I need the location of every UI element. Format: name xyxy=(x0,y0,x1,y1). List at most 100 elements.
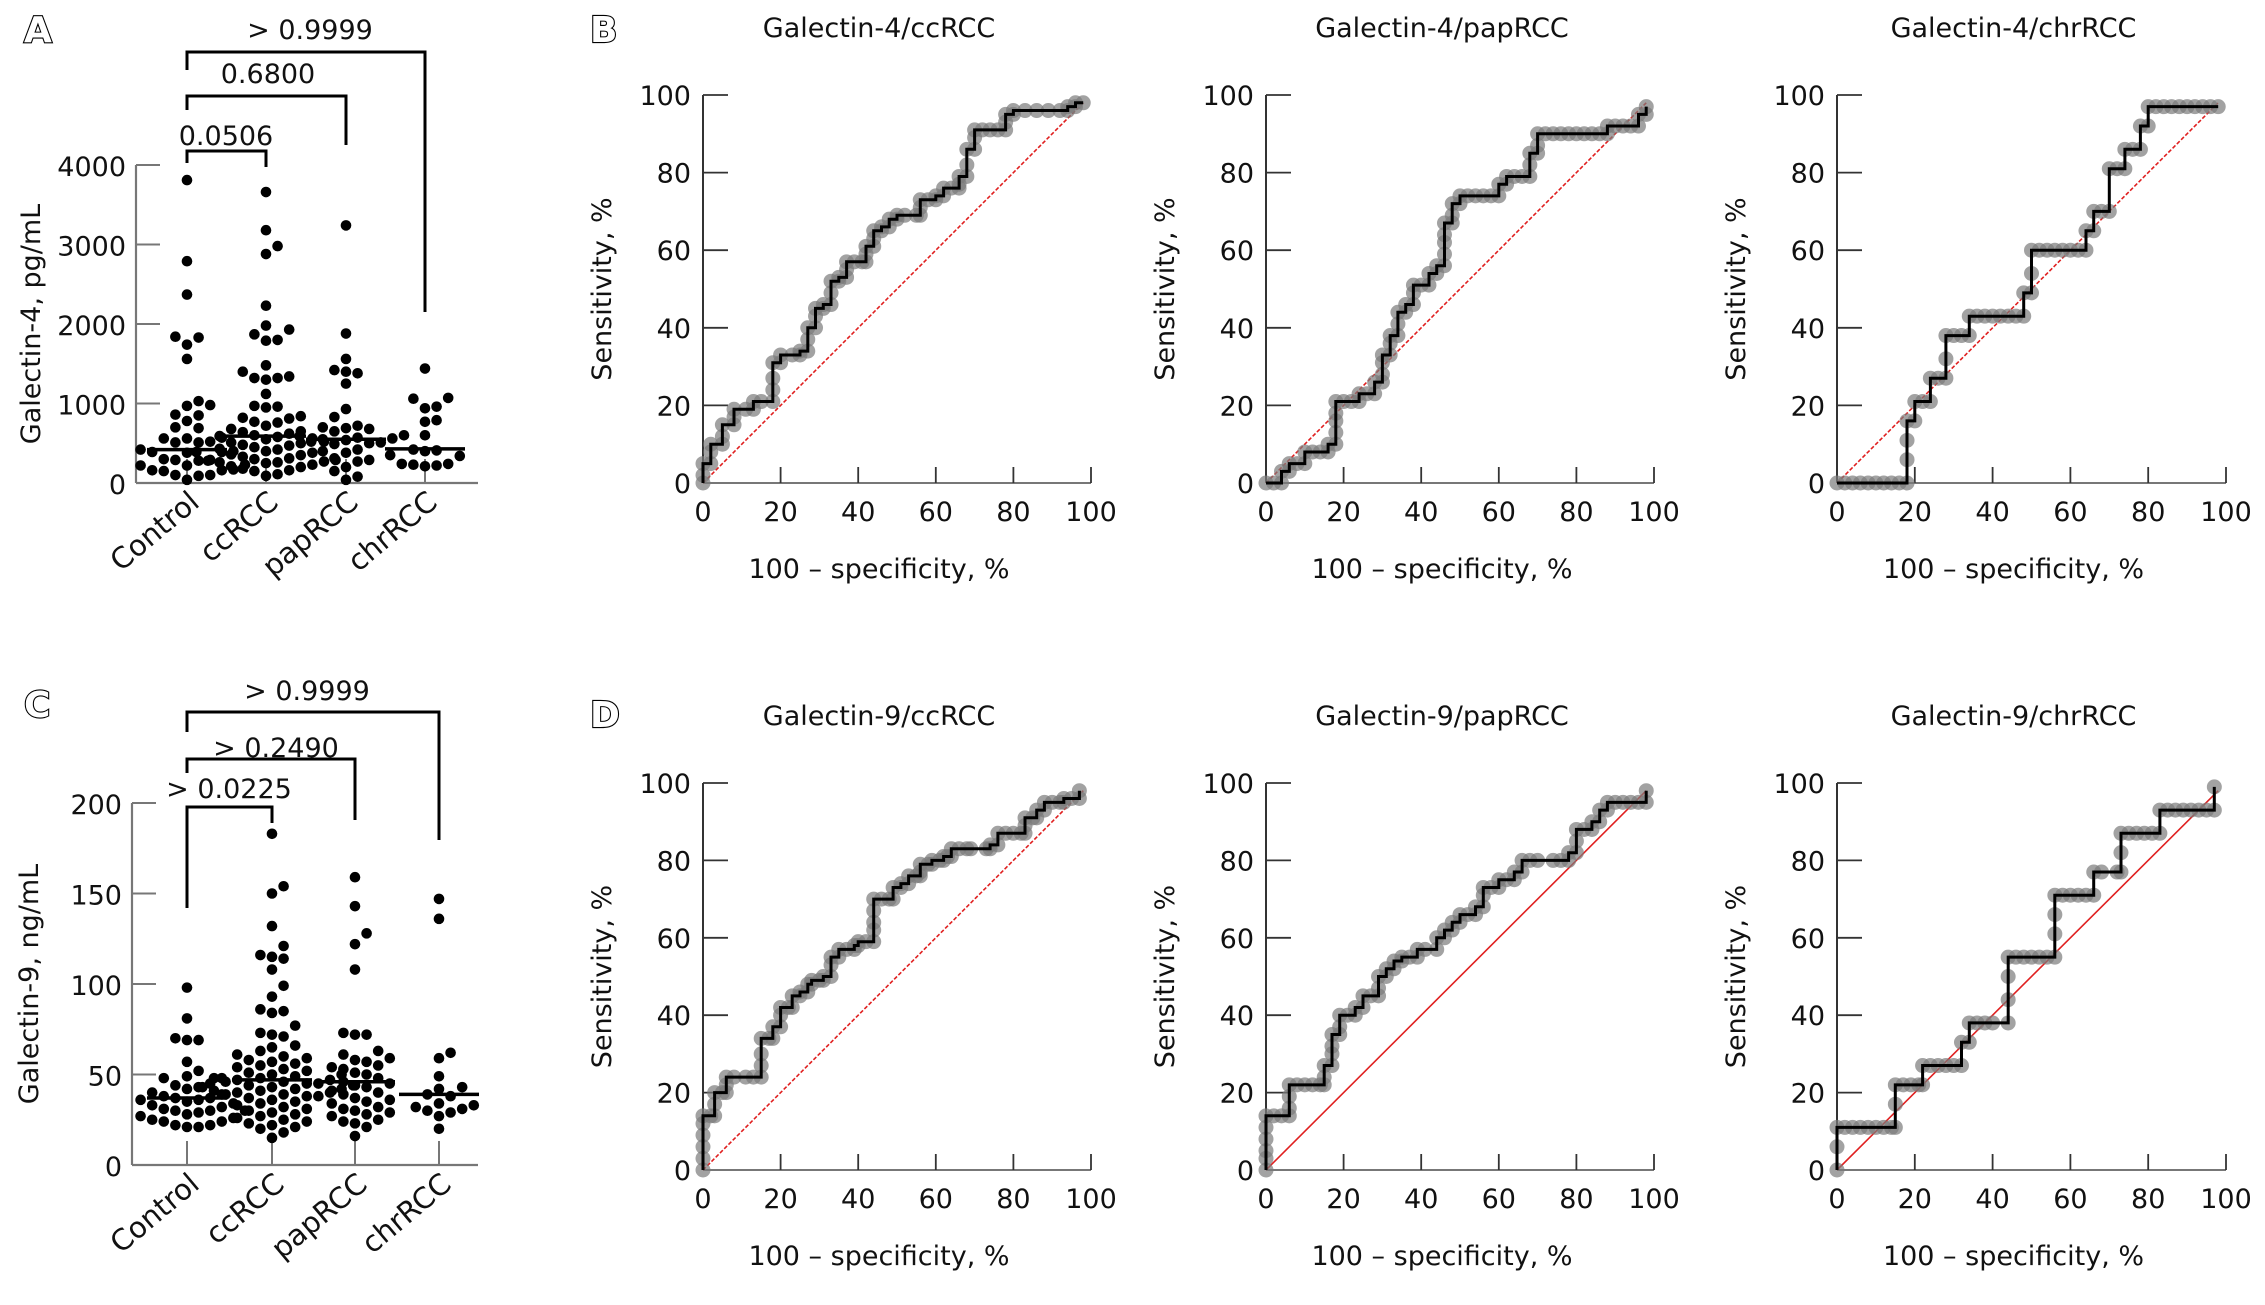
data-dot xyxy=(408,459,419,471)
data-dot xyxy=(456,1081,468,1093)
data-dot xyxy=(313,1090,324,1102)
data-dot xyxy=(181,1034,193,1046)
data-dot xyxy=(456,1103,468,1115)
data-dot xyxy=(307,459,318,471)
x-tick-label: 40 xyxy=(1975,1184,2009,1215)
x-tick-label: 20 xyxy=(1326,497,1360,528)
data-dot xyxy=(338,1027,349,1039)
data-dot xyxy=(326,1085,338,1097)
data-dot xyxy=(324,1074,336,1086)
data-dot xyxy=(283,413,295,424)
data-dot xyxy=(260,388,272,400)
data-dot xyxy=(266,1056,278,1068)
data-dot xyxy=(181,1013,193,1024)
y-tick-label: 0 xyxy=(109,470,126,501)
data-dot xyxy=(170,1105,181,1116)
data-dot xyxy=(266,828,278,840)
data-dot xyxy=(326,1110,338,1122)
data-dot xyxy=(181,1071,193,1082)
data-dot xyxy=(384,1107,396,1118)
data-dot xyxy=(317,445,329,457)
data-dot xyxy=(208,1072,220,1084)
x-tick-label: 60 xyxy=(919,1184,953,1215)
x-tick-label: 60 xyxy=(2053,497,2087,528)
data-dot xyxy=(260,335,272,346)
data-dot xyxy=(384,1094,396,1106)
data-dot xyxy=(202,455,214,467)
panel-letter-c: C xyxy=(24,685,50,726)
data-dot xyxy=(181,1083,193,1095)
data-dot xyxy=(361,1029,372,1040)
y-tick-label: 60 xyxy=(1220,924,1254,955)
roc-curve xyxy=(701,790,1081,1170)
data-dot xyxy=(419,430,431,441)
y-axis-label: Galectin-9, ng/mL xyxy=(14,864,45,1104)
data-dot xyxy=(283,324,295,335)
data-dot xyxy=(181,474,193,486)
y-tick-label: 100 xyxy=(639,81,691,112)
data-dot xyxy=(433,1123,445,1135)
data-dot xyxy=(170,331,181,343)
data-dot xyxy=(255,1027,266,1039)
data-dot xyxy=(340,461,352,473)
y-axis-label: Sensitivity, % xyxy=(1150,885,1181,1068)
data-dot xyxy=(220,1076,231,1088)
data-dot xyxy=(231,1099,243,1111)
data-dot xyxy=(181,353,193,365)
data-dot xyxy=(289,1121,301,1133)
x-tick-label: 40 xyxy=(1404,1184,1438,1215)
data-dot xyxy=(384,449,396,461)
data-dot xyxy=(243,1054,255,1066)
roc-point xyxy=(1075,95,1091,111)
data-dot xyxy=(135,1094,146,1106)
roc-galectin9-paprcc: Galectin-9/papRCC 0 20 40 60 80 100 0 20 40 60 80 10… xyxy=(1150,701,1680,1272)
data-dot xyxy=(204,436,216,447)
data-dot xyxy=(231,1061,243,1073)
data-dot xyxy=(135,460,146,471)
data-dot xyxy=(272,457,283,468)
data-dot xyxy=(295,461,307,473)
data-dot xyxy=(266,991,278,1002)
data-dot xyxy=(372,1087,384,1098)
data-dot xyxy=(181,982,193,993)
data-dot xyxy=(454,450,466,462)
plot-title: Galectin-4/ccRCC xyxy=(763,13,995,44)
data-dot xyxy=(422,1105,433,1116)
roc-galectin4-chrrcc: Galectin-4/chrRCC 0 20 40 60 80 100 0 20 40 60 80 10… xyxy=(1721,13,2252,585)
data-dot xyxy=(433,1110,445,1122)
data-dot xyxy=(433,1098,445,1109)
data-dot xyxy=(260,457,272,469)
category-label: chrRCC xyxy=(341,484,444,578)
x-tick-label: 100 xyxy=(1065,497,1117,528)
data-dot xyxy=(260,445,272,457)
data-dot xyxy=(278,1063,289,1075)
data-dot xyxy=(249,400,260,412)
data-dot xyxy=(272,468,283,480)
x-axis-label: 100 – specificity, % xyxy=(1883,1241,2144,1272)
data-dot xyxy=(352,367,363,379)
data-dot xyxy=(260,402,272,413)
y-tick-label: 60 xyxy=(1220,236,1254,267)
significance-bracket xyxy=(185,805,274,908)
y-tick-label: 200 xyxy=(70,790,122,821)
data-dot xyxy=(260,300,272,312)
roc-galectin9-chrrcc: Galectin-9/chrRCC 0 20 40 60 80 100 0 20 40 60 80 10… xyxy=(1721,701,2252,1272)
data-dot xyxy=(433,1071,445,1082)
y-tick-label: 80 xyxy=(1791,159,1825,190)
y-axis-label: Sensitivity, % xyxy=(1721,197,1752,380)
y-axis-label: Sensitivity, % xyxy=(1721,885,1752,1068)
reference-diagonal-line xyxy=(702,790,1084,1171)
data-dot xyxy=(260,470,272,482)
data-dot xyxy=(266,964,278,975)
data-dot xyxy=(170,1119,181,1131)
data-dot xyxy=(326,1098,338,1109)
data-dot xyxy=(419,402,431,414)
data-dot xyxy=(255,949,266,961)
x-tick-label: 80 xyxy=(996,497,1030,528)
data-dot xyxy=(135,1110,146,1122)
data-dot xyxy=(158,453,170,465)
data-dot xyxy=(419,416,431,428)
y-tick-label: 0 xyxy=(1237,1156,1254,1187)
data-dot xyxy=(193,395,204,407)
data-dot xyxy=(278,1005,289,1017)
